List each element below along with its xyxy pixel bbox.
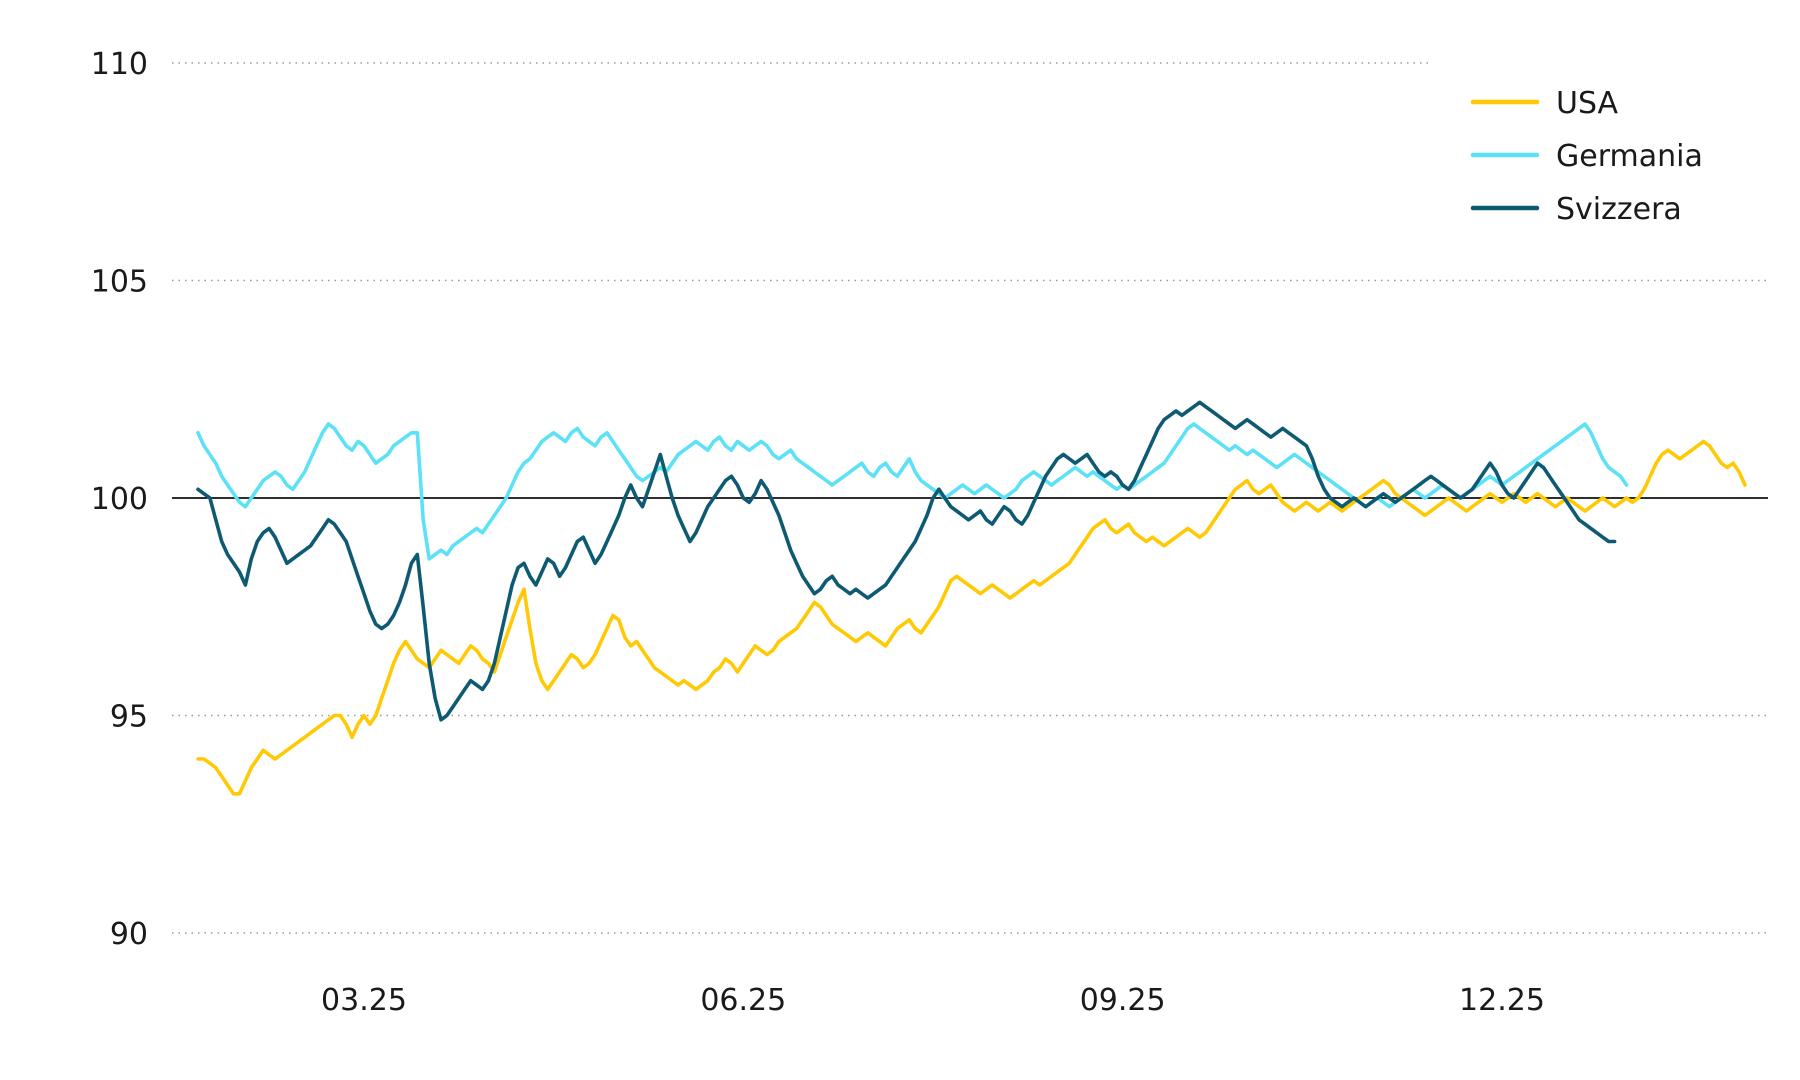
series-lines xyxy=(196,400,1747,796)
x-tick-label-03-25: 03.25 xyxy=(321,983,407,1018)
x-tick-label-12-25: 12.25 xyxy=(1459,983,1545,1018)
y-tick-label-110: 110 xyxy=(91,47,148,82)
grid-lines xyxy=(172,62,1768,934)
x-tick-label-09-25: 09.25 xyxy=(1080,983,1166,1018)
series-line-svizzera xyxy=(196,400,1617,722)
y-tick-label-90: 90 xyxy=(110,917,148,952)
legend: USA Germania Svizzera xyxy=(1470,86,1703,227)
legend-label-germania: Germania xyxy=(1556,139,1703,174)
series-line-usa xyxy=(196,439,1747,796)
y-tick-label-105: 105 xyxy=(91,265,148,300)
y-tick-label-95: 95 xyxy=(110,700,148,735)
series-line-germania xyxy=(196,422,1629,561)
x-tick-label-06-25: 06.25 xyxy=(700,983,786,1018)
legend-label-usa: USA xyxy=(1556,86,1619,121)
y-axis-ticks: 90 95 100 105 110 xyxy=(91,47,148,952)
y-tick-label-100: 100 xyxy=(91,482,148,517)
legend-label-svizzera: Svizzera xyxy=(1556,192,1682,227)
